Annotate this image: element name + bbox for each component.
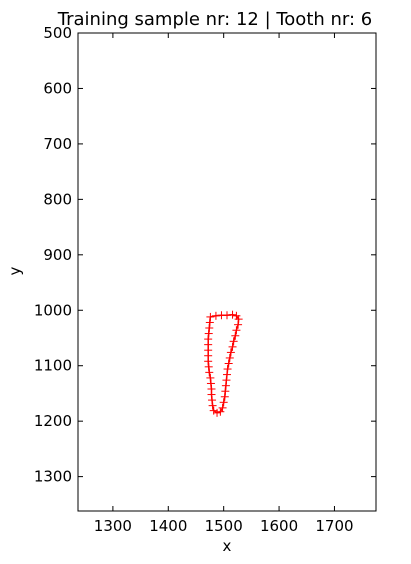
plot-layer <box>204 310 243 417</box>
chart-title: Training sample nr: 12 | Tooth nr: 6 <box>57 9 372 30</box>
y-tick-label: 700 <box>43 135 72 153</box>
data-point-marker <box>205 368 214 377</box>
data-point-marker <box>228 342 237 351</box>
x-tick-label: 1500 <box>205 517 243 535</box>
data-point-marker <box>204 362 213 371</box>
data-point-marker <box>223 365 232 374</box>
data-point-marker <box>232 326 241 335</box>
y-axis-label: y <box>6 266 24 275</box>
x-tick-label: 1300 <box>94 517 132 535</box>
y-tick-label: 800 <box>43 190 72 208</box>
data-point-marker <box>221 381 230 390</box>
data-point-marker <box>221 387 230 396</box>
data-point-marker <box>229 337 238 346</box>
data-point-marker <box>205 324 214 333</box>
data-point-marker <box>205 318 214 327</box>
data-point-marker <box>216 407 225 416</box>
data-point-marker <box>231 331 240 340</box>
y-tick-label: 1300 <box>34 468 72 486</box>
data-point-marker <box>206 379 215 388</box>
x-axis-label: x <box>223 537 232 555</box>
plot-frame <box>77 32 377 512</box>
data-point-marker <box>208 396 217 405</box>
data-point-marker <box>225 353 234 362</box>
data-point-marker <box>209 406 218 415</box>
data-point-marker <box>204 335 213 344</box>
series-line <box>207 313 240 414</box>
y-tick-label: 1100 <box>34 357 72 375</box>
data-point-marker <box>207 385 216 394</box>
x-tick-label: 1600 <box>260 517 298 535</box>
data-point-marker <box>234 315 243 324</box>
data-point-marker <box>234 320 243 329</box>
data-point-marker <box>224 359 233 368</box>
data-point-marker <box>218 403 227 412</box>
data-point-marker <box>222 376 231 385</box>
y-tick-label: 1200 <box>34 412 72 430</box>
y-tick-label: 500 <box>43 24 72 42</box>
data-point-marker <box>223 370 231 379</box>
data-point-marker <box>228 310 237 319</box>
y-tick-label: 900 <box>43 246 72 264</box>
x-tick-label: 1700 <box>315 517 353 535</box>
data-point-marker <box>211 311 220 320</box>
y-tick-label: 1000 <box>34 301 72 319</box>
data-point-marker <box>232 311 241 320</box>
data-point-marker <box>206 312 215 321</box>
data-point-marker <box>219 398 228 407</box>
data-point-marker <box>220 392 229 401</box>
data-point-marker <box>206 373 215 382</box>
data-point-marker <box>223 311 231 320</box>
x-tick-label: 1400 <box>149 517 187 535</box>
tick-layer: 1300 1400 1500 1600 1700 500 600 700 800 900 1000 1… <box>34 24 376 535</box>
data-point-marker <box>204 329 213 338</box>
y-tick-label: 600 <box>43 79 72 97</box>
data-point-marker <box>226 348 235 357</box>
data-point-marker <box>208 401 217 410</box>
